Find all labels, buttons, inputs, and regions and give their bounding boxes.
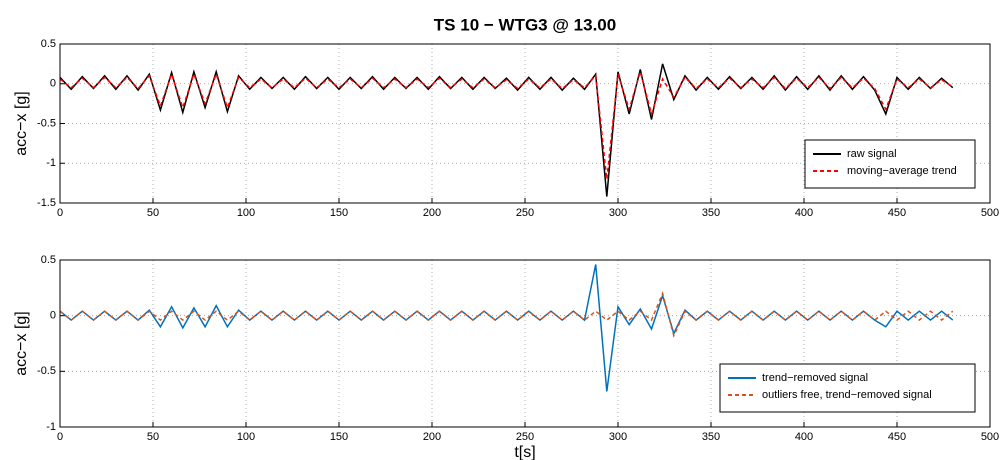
y-tick-label: 0: [50, 310, 56, 322]
y-tick-label: -0.5: [37, 365, 56, 377]
legend-box: [804, 139, 976, 189]
legend-label: moving−average trend: [847, 165, 957, 177]
data-line: [59, 291, 954, 338]
legend-box: [719, 363, 976, 413]
y-tick-label: -0.5: [37, 117, 56, 129]
x-tick-label: 400: [795, 431, 813, 443]
legend: trend−removed signal outliers free, trend…: [719, 363, 976, 413]
y-tick-label: -1: [46, 157, 56, 169]
y-axis-label: acc−x [g]: [13, 311, 30, 375]
legend-label: raw signal: [847, 148, 897, 160]
x-tick-label: 300: [609, 431, 627, 443]
legend: raw signal moving−average trend: [804, 139, 976, 189]
x-tick-label: 400: [795, 207, 813, 219]
legend-label: outliers free, trend−removed signal: [762, 389, 932, 401]
y-tick-label: 0.5: [41, 38, 56, 50]
y-axis-label: acc−x [g]: [13, 91, 30, 155]
axes-frame: [59, 259, 991, 428]
x-tick-label: 350: [702, 431, 720, 443]
x-tick-label: 100: [237, 207, 255, 219]
y-tick-label: -1: [46, 421, 56, 433]
x-tick-label: 0: [57, 207, 63, 219]
legend-label: trend−removed signal: [762, 372, 868, 384]
x-tick-label: 250: [516, 431, 534, 443]
axes-frame: [59, 43, 991, 204]
y-tick-label: 0.5: [41, 254, 56, 266]
x-tick-label: 50: [147, 207, 159, 219]
x-tick-label: 100: [237, 431, 255, 443]
x-tick-label: 150: [330, 431, 348, 443]
x-tick-label: 150: [330, 207, 348, 219]
x-axis-label: t[s]: [514, 444, 535, 460]
x-tick-label: 450: [888, 207, 906, 219]
x-tick-label: 50: [147, 431, 159, 443]
chart-title: TS 10 − WTG3 @ 13.00: [434, 15, 616, 34]
x-tick-label: 350: [702, 207, 720, 219]
x-tick-label: 200: [423, 207, 441, 219]
x-tick-label: 450: [888, 431, 906, 443]
x-tick-label: 300: [609, 207, 627, 219]
x-tick-label: 500: [981, 431, 999, 443]
x-tick-label: 200: [423, 431, 441, 443]
x-tick-label: 250: [516, 207, 534, 219]
x-tick-label: 500: [981, 207, 999, 219]
x-tick-label: 0: [57, 431, 63, 443]
y-tick-label: -1.5: [37, 197, 56, 209]
data-line: [59, 69, 954, 180]
y-tick-label: 0: [50, 78, 56, 90]
